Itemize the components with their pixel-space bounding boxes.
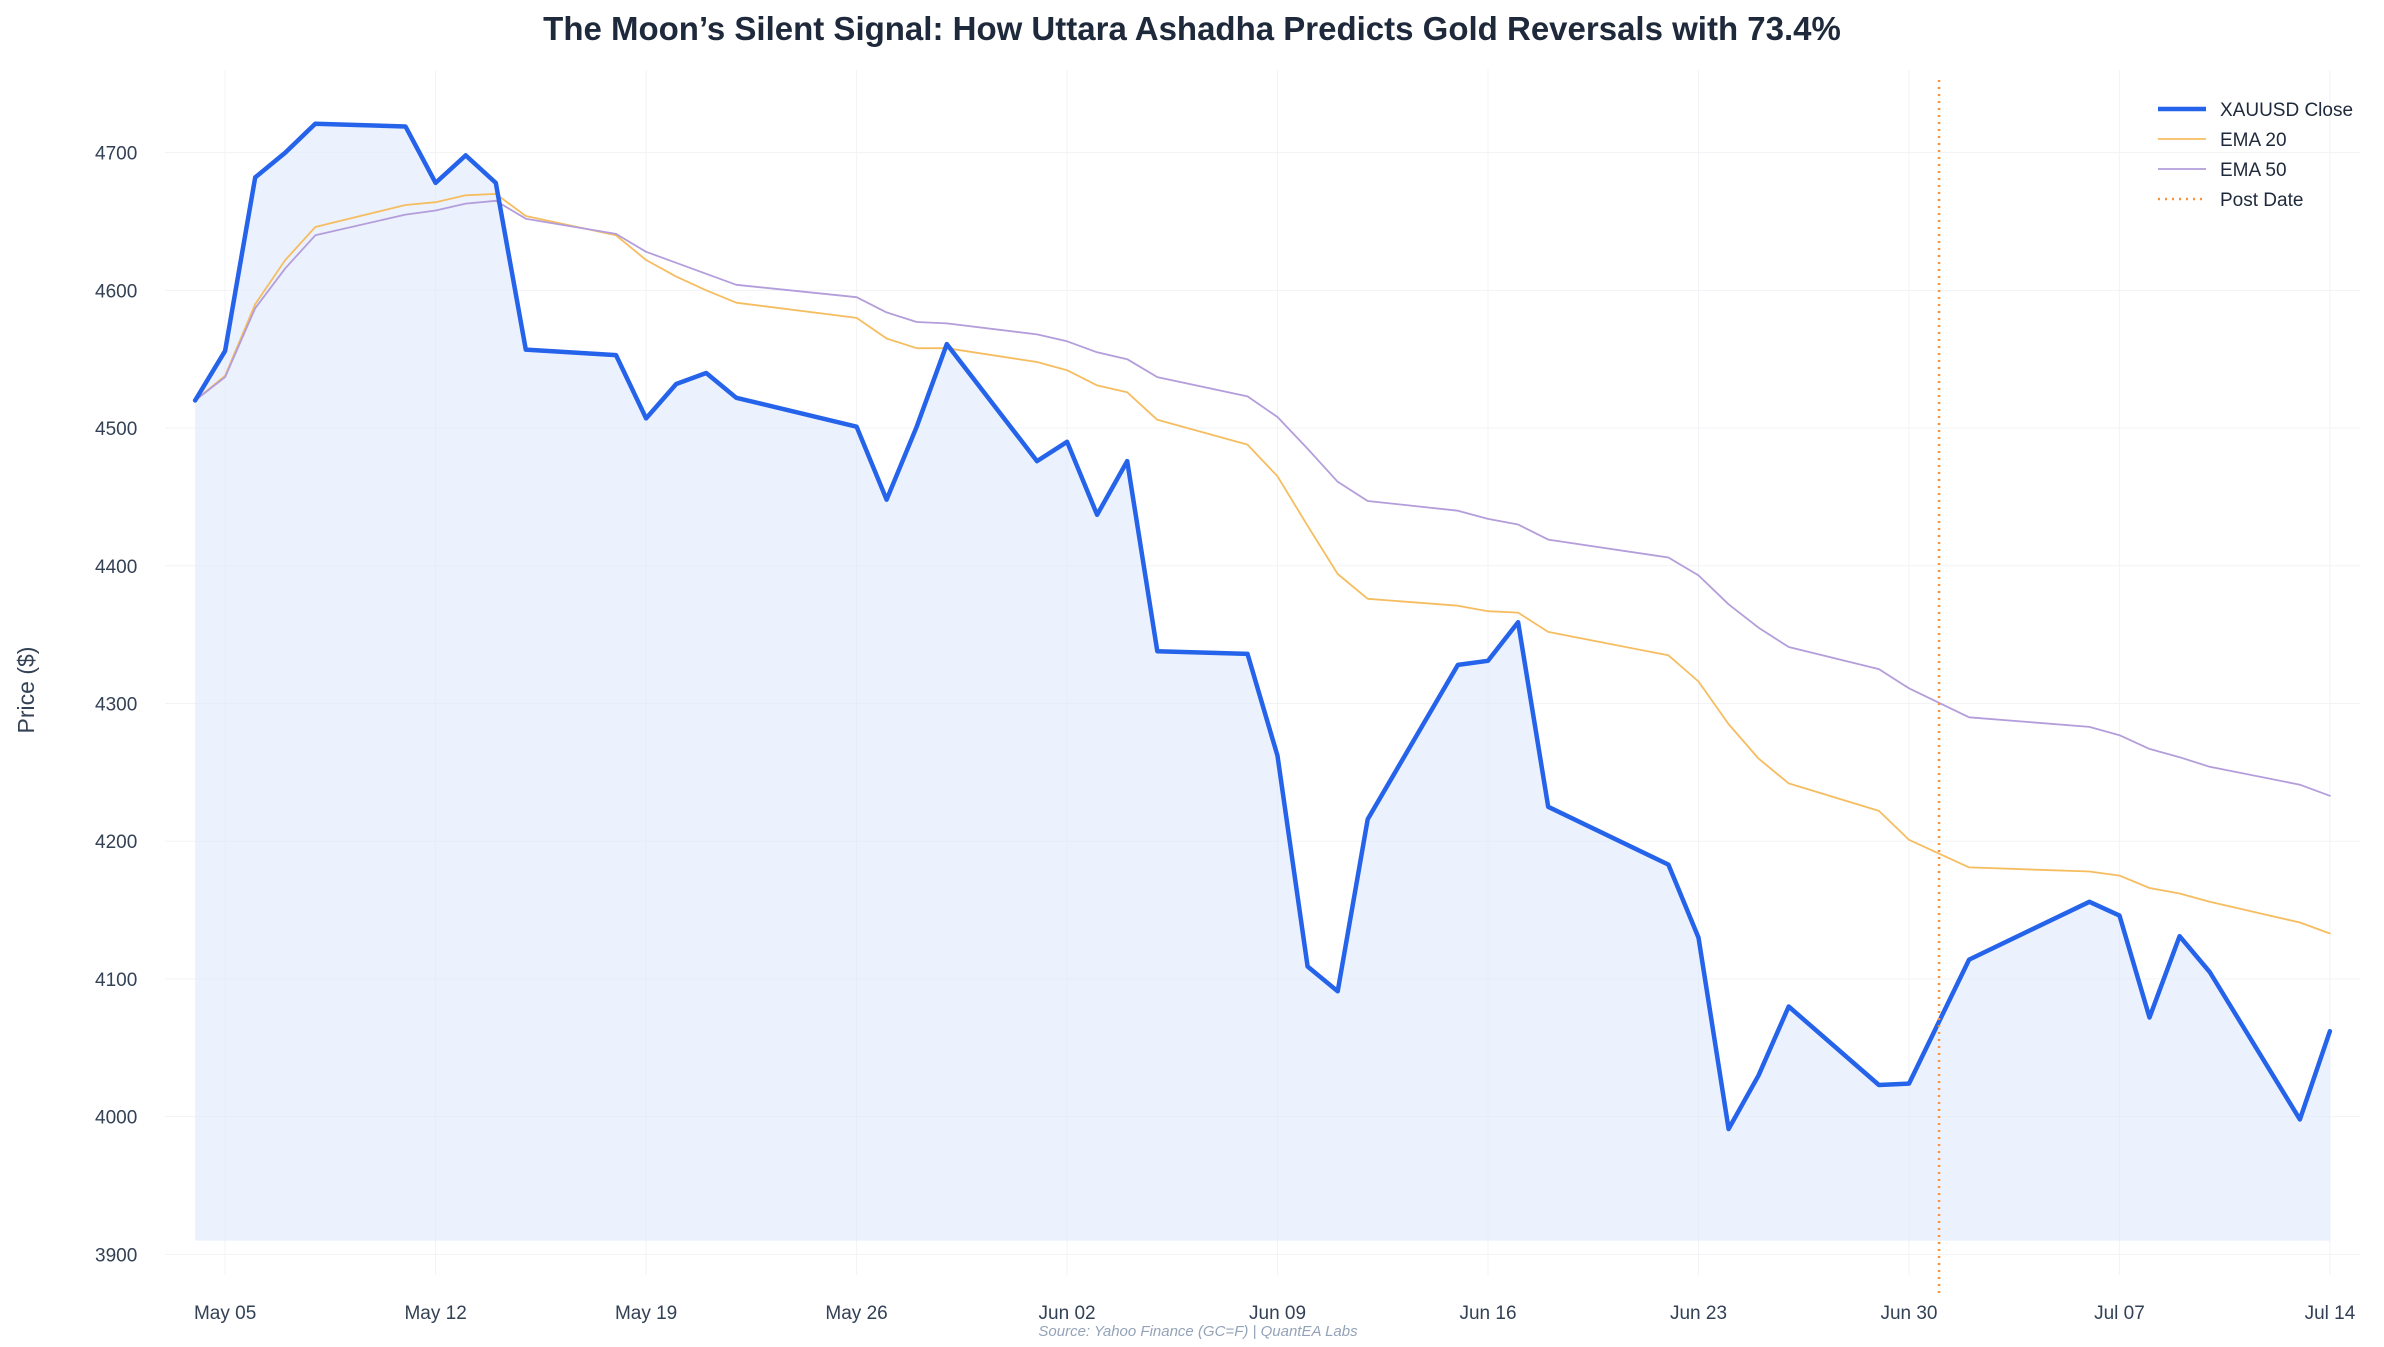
series-line-xauusd-close bbox=[192, 121, 2333, 1132]
x-tick-label: Jun 16 bbox=[1459, 1303, 1516, 1324]
chart-title: The Moon’s Silent Signal: How Uttara Ash… bbox=[543, 10, 1841, 47]
x-tick-label: Jun 23 bbox=[1670, 1303, 1727, 1324]
y-tick-label: 4500 bbox=[95, 419, 137, 440]
y-tick-label: 4600 bbox=[95, 281, 137, 302]
legend-label: Post Date bbox=[2220, 190, 2303, 211]
x-axis-ticks: May 05 May 12 May 19 May 26 Jun 02 Jun 09 Jun … bbox=[194, 1303, 2356, 1324]
x-tick-label: Jun 02 bbox=[1039, 1303, 1096, 1324]
y-tick-label: 4400 bbox=[95, 557, 137, 578]
x-tick-label: May 19 bbox=[615, 1303, 677, 1324]
x-tick-label: Jun 30 bbox=[1880, 1303, 1937, 1324]
series-line-ema-50 bbox=[194, 199, 2331, 797]
legend: XAUUSD Close EMA 20 EMA 50 Post Date bbox=[2158, 100, 2353, 211]
series-lines bbox=[192, 121, 2333, 1132]
x-tick-label: Jun 09 bbox=[1249, 1303, 1306, 1324]
y-tick-label: 4200 bbox=[95, 832, 137, 853]
x-tick-label: Jul 07 bbox=[2094, 1303, 2145, 1324]
legend-label: EMA 50 bbox=[2220, 160, 2287, 181]
source-note: Source: Yahoo Finance (GC=F) | QuantEA L… bbox=[1038, 1323, 1358, 1340]
y-tick-label: 4700 bbox=[95, 144, 137, 165]
x-tick-label: May 05 bbox=[194, 1303, 256, 1324]
y-tick-label: 4300 bbox=[95, 694, 137, 715]
series-line-ema-20 bbox=[194, 192, 2331, 935]
close-area-fill bbox=[195, 123, 2330, 1241]
x-tick-label: May 12 bbox=[404, 1303, 466, 1324]
legend-label: XAUUSD Close bbox=[2220, 100, 2353, 121]
y-axis-ticks: 3900 4000 4100 4200 4300 4400 4500 4600 4700 bbox=[95, 144, 137, 1267]
legend-label: EMA 20 bbox=[2220, 130, 2287, 151]
y-tick-label: 4000 bbox=[95, 1108, 137, 1129]
y-axis-label: Price ($) bbox=[13, 647, 39, 734]
x-tick-label: Jul 14 bbox=[2305, 1303, 2356, 1324]
area-fill bbox=[195, 123, 2330, 1241]
y-tick-label: 3900 bbox=[95, 1245, 137, 1266]
x-tick-label: May 26 bbox=[825, 1303, 887, 1324]
y-tick-label: 4100 bbox=[95, 970, 137, 991]
